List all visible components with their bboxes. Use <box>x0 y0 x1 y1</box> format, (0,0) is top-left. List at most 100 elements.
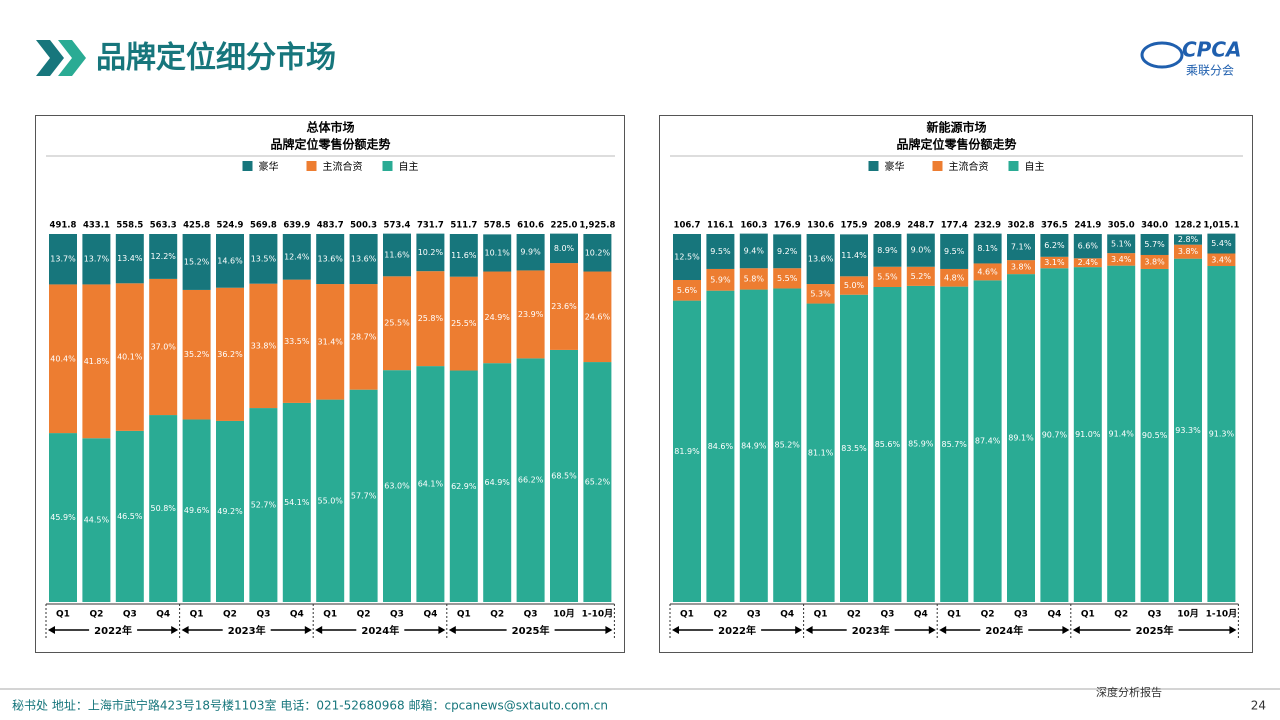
bar-segment <box>483 234 512 272</box>
value-label: 23.9% <box>518 310 544 319</box>
value-label: 83.5% <box>841 444 867 453</box>
value-label: 5.2% <box>911 272 932 281</box>
bar-segment <box>1207 266 1236 602</box>
bar-segment <box>840 276 868 295</box>
bar-segment <box>383 276 411 371</box>
bar-segment <box>249 408 278 602</box>
value-label: 5.8% <box>744 274 765 283</box>
x-tick-label: Q1 <box>56 610 70 620</box>
bar-segment <box>316 399 345 602</box>
value-label: 12.4% <box>284 252 310 261</box>
value-label: 52.7% <box>251 501 277 510</box>
bar-segment <box>773 234 802 269</box>
arrow-head <box>304 626 312 634</box>
arrow-head <box>928 626 936 634</box>
bar-segment <box>973 263 1002 281</box>
bar-segment <box>282 402 311 602</box>
bar-segment <box>216 420 244 602</box>
bar-segment <box>906 233 935 267</box>
panel <box>35 115 625 653</box>
value-label: 55.0% <box>317 496 343 505</box>
bar-segment <box>115 283 144 431</box>
bar-segment <box>550 349 578 602</box>
bar-segment <box>316 234 345 285</box>
x-tick-label: 1-10月 <box>582 609 614 620</box>
group-label: 2025年 <box>1136 624 1174 637</box>
total-label: 302.8 <box>1008 221 1035 231</box>
bar-segment <box>706 268 735 291</box>
value-label: 57.7% <box>351 491 377 500</box>
logo-subtitle: 乘联分会 <box>1186 64 1234 78</box>
value-label: 13.6% <box>351 255 377 264</box>
value-label: 9.5% <box>944 247 965 256</box>
arrow-head <box>1072 626 1080 634</box>
x-tick-label: Q2 <box>847 610 861 620</box>
value-label: 4.8% <box>944 273 965 282</box>
value-label: 3.8% <box>1011 263 1032 272</box>
total-label: 491.8 <box>50 221 77 231</box>
total-label: 160.3 <box>740 221 767 231</box>
x-tick-label: 1-10月 <box>1206 609 1238 620</box>
page-title: 品牌定位细分市场 <box>96 41 336 76</box>
legend-swatch <box>242 161 253 171</box>
value-label: 11.6% <box>451 251 477 260</box>
total-label: 610.6 <box>517 221 544 231</box>
total-label: 106.7 <box>674 221 701 231</box>
bar-segment <box>416 366 445 602</box>
bar-segment <box>383 370 411 602</box>
x-tick-label: Q1 <box>947 610 961 620</box>
value-label: 45.9% <box>50 513 76 522</box>
value-label: 81.9% <box>674 447 700 456</box>
arrow-head <box>939 626 947 634</box>
bar-segment <box>1174 244 1202 259</box>
value-label: 3.8% <box>1178 247 1199 256</box>
total-label: 340.0 <box>1141 221 1168 231</box>
bar-segment <box>1007 274 1035 602</box>
bar-segment <box>416 271 445 367</box>
page-number: 24 <box>1251 699 1266 713</box>
bar-segment <box>1073 234 1102 259</box>
x-tick-label: Q1 <box>814 610 828 620</box>
arrow-head <box>171 626 179 634</box>
value-label: 63.0% <box>384 482 410 491</box>
bar-segment <box>449 234 478 277</box>
x-tick-label: Q4 <box>1047 610 1061 620</box>
value-label: 5.1% <box>1111 239 1132 248</box>
bar-segment <box>1140 254 1169 269</box>
value-label: 50.8% <box>150 504 176 513</box>
arrow-head <box>605 626 613 634</box>
value-label: 91.3% <box>1209 430 1235 439</box>
value-label: 33.8% <box>251 341 277 350</box>
bar-segment <box>739 289 768 602</box>
value-label: 44.5% <box>84 516 110 525</box>
chart-title: 总体市场 <box>306 120 354 135</box>
value-label: 68.5% <box>551 471 577 480</box>
legend-label: 主流合资 <box>949 160 989 173</box>
legend-label: 自主 <box>399 160 419 173</box>
bar-segment <box>516 234 545 271</box>
bar-segment <box>516 270 545 359</box>
value-label: 25.8% <box>418 314 444 323</box>
total-label: 177.4 <box>941 221 968 231</box>
value-label: 13.6% <box>808 255 834 264</box>
bar-segment <box>49 433 77 602</box>
value-label: 24.9% <box>484 313 510 322</box>
legend-swatch <box>382 161 393 171</box>
bar-segment <box>706 290 735 602</box>
value-label: 93.3% <box>1175 426 1201 435</box>
group-label: 2024年 <box>985 624 1023 637</box>
value-label: 5.7% <box>1144 240 1165 249</box>
bar-segment <box>383 233 411 277</box>
bar-segment <box>82 234 111 285</box>
bar-segment <box>249 234 278 284</box>
bar-segment <box>873 286 902 602</box>
x-tick-label: Q4 <box>914 610 928 620</box>
value-label: 9.0% <box>911 246 932 255</box>
legend-label: 主流合资 <box>323 160 363 173</box>
bar-segment <box>483 271 512 364</box>
chart-subtitle: 品牌定位零售份额走势 <box>896 137 1016 152</box>
footer-report: 深度分析报告 <box>1096 685 1162 699</box>
bar-segment <box>216 234 244 288</box>
